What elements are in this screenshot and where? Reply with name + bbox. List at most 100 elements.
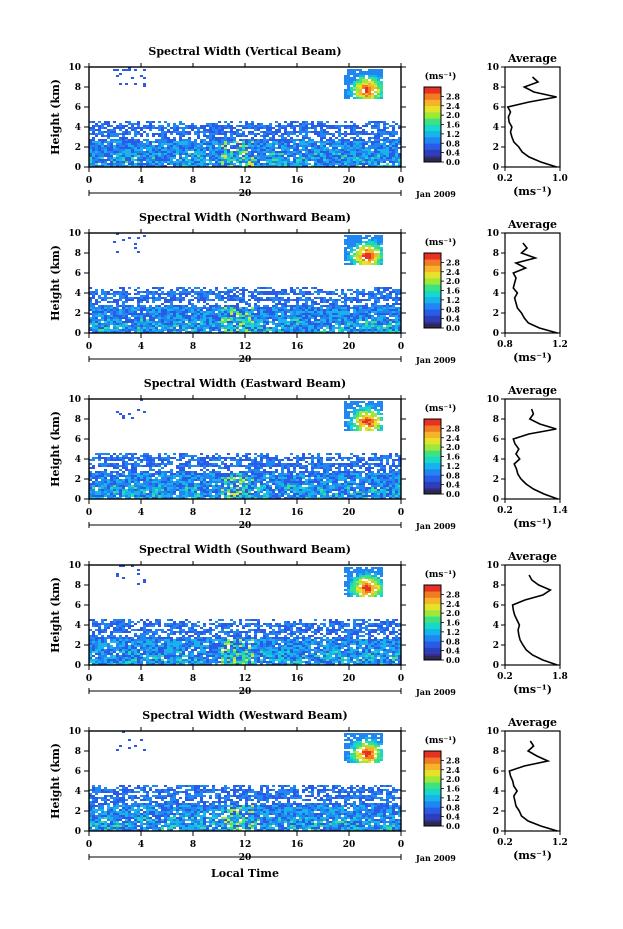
y-tick-label: 4 [75,123,81,133]
average-y-tick-label: 6 [493,435,499,445]
average-y-tick-label: 8 [493,747,499,757]
colorbar-segment [424,99,441,107]
colorbar-tick-label: 2.4 [446,101,460,111]
average-y-tick-label: 6 [493,601,499,611]
colorbar-segment [424,93,441,100]
y-tick-label: 6 [75,269,81,279]
average-title: Average [507,716,557,729]
colorbar-tick-label: 2.0 [446,608,460,618]
x-tick-label: 12 [239,840,252,850]
x-tick-label: 0 [398,176,404,186]
day-label: 20 [239,687,252,697]
average-x-tick-label: 1.2 [552,838,568,848]
average-y-tick-label: 0 [493,827,499,837]
average-frame [504,730,561,832]
colorbar-tick-label: 2.0 [446,442,460,452]
x-tick-label: 20 [343,176,356,186]
colorbar-segment [424,265,441,273]
panel-title: Spectral Width (Westward Beam) [142,709,347,722]
colorbar-unit: (ms⁻¹) [425,71,457,82]
average-y-tick-label: 8 [493,83,499,93]
colorbar-segment [424,635,441,642]
average-title: Average [507,52,557,65]
colorbar-tick-label: 1.6 [446,120,460,130]
colorbar-unit: (ms⁻¹) [425,403,457,414]
average-y-tick-label: 2 [493,807,499,817]
colorbar-tick-label: 2.4 [446,765,460,775]
average-x-tick-label: 0.2 [497,174,513,184]
panel-4: Spectral Width (Southward Beam) 0 2 4 6 8 10 He… [49,543,568,697]
y-tick-label: 4 [75,621,81,631]
average-y-tick-label: 8 [493,415,499,425]
average-x-tick-label: 1.4 [552,506,568,516]
x-tick-label: 0 [398,342,404,352]
x-tick-label: 8 [190,674,196,684]
x-tick-label: 0 [398,508,404,518]
x-tick-label: 0 [86,176,92,186]
date-label: Jan 2009 [415,355,456,365]
colorbar-tick-label: 0.4 [446,480,460,490]
average-title: Average [507,218,557,231]
colorbar-tick-label: 0.0 [446,323,460,333]
colorbar-segment [424,118,441,125]
colorbar-segment [424,303,441,310]
colorbar-segment [424,616,441,623]
colorbar-segment [424,751,441,758]
x-tick-label: 20 [343,508,356,518]
y-tick-label: 10 [68,63,81,73]
x-tick-label: 4 [138,840,144,850]
y-tick-label: 0 [75,329,81,339]
colorbar-segment [424,782,441,789]
colorbar-tick-label: 0.0 [446,489,460,499]
heatmap-cells [89,67,401,167]
average-x-tick-label: 1.2 [552,340,568,350]
colorbar-underflow [424,158,441,162]
y-tick-label: 2 [75,143,81,153]
average-x-tick-label: 1.8 [552,672,568,682]
x-tick-label: 12 [239,674,252,684]
average-y-tick-label: 4 [493,621,499,631]
colorbar-tick-label: 0.0 [446,821,460,831]
average-y-tick-label: 10 [486,727,499,737]
date-label: Jan 2009 [415,853,456,863]
average-y-tick-label: 0 [493,495,499,505]
colorbar-segment [424,647,441,655]
y-tick-label: 0 [75,661,81,671]
colorbar-tick-label: 0.8 [446,636,460,646]
colorbar-segment [424,124,441,132]
x-tick-label: 4 [138,176,144,186]
colorbar-tick-label: 2.8 [446,91,460,101]
panel-1: Spectral Width (Vertical Beam) 0 2 4 6 8 10 Hei… [49,45,568,199]
average-unit: (ms⁻¹) [513,849,552,862]
panel-5: Spectral Width (Westward Beam) 0 2 4 6 8 10 Hei… [49,709,568,863]
colorbar-segment [424,259,441,266]
y-tick-label: 6 [75,103,81,113]
y-tick-label: 8 [75,249,81,259]
colorbar-segment [424,462,441,470]
colorbar-segment [424,622,441,630]
average-unit: (ms⁻¹) [513,683,552,696]
colorbar-unit: (ms⁻¹) [425,237,457,248]
colorbar-tick-label: 1.2 [446,129,460,139]
colorbar-segment [424,112,441,119]
average-y-tick-label: 10 [486,395,499,405]
colorbar-segment [424,137,441,144]
average-x-tick-label: 0.8 [497,340,513,350]
colorbar-tick-label: 1.6 [446,452,460,462]
colorbar-segment [424,807,441,814]
average-profile-line [511,574,558,666]
x-tick-label: 16 [291,840,304,850]
average-y-tick-label: 4 [493,787,499,797]
average-title: Average [507,384,557,397]
y-tick-label: 2 [75,309,81,319]
colorbar-tick-label: 0.8 [446,470,460,480]
colorbar-underflow [424,822,441,826]
x-tick-label: 8 [190,176,196,186]
colorbar-segment [424,610,441,617]
x-tick-label: 4 [138,342,144,352]
colorbar-tick-label: 1.2 [446,627,460,637]
x-tick-label: 0 [86,674,92,684]
day-label: 20 [239,521,252,531]
date-label: Jan 2009 [415,189,456,199]
